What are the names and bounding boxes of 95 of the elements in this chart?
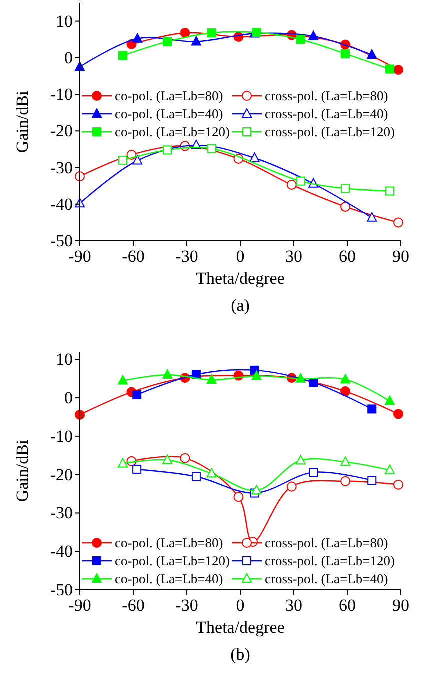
legend-label: co-pol. (La=Lb=80) xyxy=(115,88,224,104)
x-tick-label: 90 xyxy=(392,247,410,266)
x-tick-label: -60 xyxy=(122,247,145,266)
text: (a) xyxy=(231,296,250,315)
point xyxy=(286,180,297,190)
y-tick-label: -40 xyxy=(50,542,73,562)
point xyxy=(385,64,394,74)
point xyxy=(180,28,190,38)
x-tick-label: -30 xyxy=(176,247,198,266)
point xyxy=(207,28,216,38)
point xyxy=(118,375,128,385)
x-tick-label: -30 xyxy=(176,596,198,615)
point xyxy=(341,49,350,58)
legend-label: cross-pol. (La=Lb=40) xyxy=(265,572,388,586)
y-tick-label: 10 xyxy=(56,350,73,370)
point xyxy=(234,492,244,502)
point xyxy=(394,65,404,76)
point xyxy=(296,35,306,44)
point xyxy=(206,374,217,384)
point xyxy=(341,184,350,194)
y-tick-label: 10 xyxy=(56,12,73,31)
x-tick-label: -60 xyxy=(122,596,145,615)
x-tick-label: 60 xyxy=(339,247,356,266)
legend-label: cross-pol. (La=Lb=120) xyxy=(265,124,395,140)
x-tick-label: 0 xyxy=(236,247,245,266)
point xyxy=(163,146,172,155)
legend-label: co-pol. (La=Lb=80) xyxy=(115,536,224,550)
point xyxy=(394,409,404,420)
point xyxy=(394,480,404,490)
point xyxy=(368,476,377,486)
x-tick-label: 30 xyxy=(286,596,302,615)
y-tick-label: 0 xyxy=(64,48,73,68)
point xyxy=(385,186,394,196)
point xyxy=(367,212,378,222)
point xyxy=(180,453,190,464)
point xyxy=(340,374,351,384)
legend-label: cross-pol. (La=Lb=120) xyxy=(265,554,395,568)
y-tick-label: -20 xyxy=(50,465,73,484)
legend-label: co-pol. (La=Lb=120) xyxy=(115,124,230,140)
point xyxy=(296,455,306,465)
x-axis-title: Theta/degree xyxy=(196,269,285,288)
point xyxy=(252,485,262,495)
point xyxy=(340,456,351,466)
point xyxy=(309,468,318,478)
point xyxy=(384,464,395,474)
point xyxy=(394,218,404,228)
y-axis-title: Gain/dBi xyxy=(13,90,32,154)
point xyxy=(162,370,173,380)
point xyxy=(296,176,306,186)
point xyxy=(162,454,173,464)
point xyxy=(118,458,128,468)
y-tick-label: -10 xyxy=(50,426,73,446)
point xyxy=(340,476,351,486)
y-tick-label: -40 xyxy=(50,194,73,214)
point xyxy=(296,373,306,383)
point xyxy=(206,468,217,478)
y-tick-label: -20 xyxy=(50,122,73,141)
legend-label: cross-pol. (La=Lb=40) xyxy=(265,106,388,122)
point xyxy=(340,386,351,397)
legend-label: cross-pol. (La=Lb=80) xyxy=(265,536,388,550)
point xyxy=(340,202,351,212)
legend-label: cross-pol. (La=Lb=80) xyxy=(265,88,388,104)
point xyxy=(192,370,201,380)
point xyxy=(368,404,377,414)
point xyxy=(132,390,142,400)
point xyxy=(163,37,172,46)
legend-label: co-pol. (La=Lb=40) xyxy=(115,106,224,122)
x-tick-label: 90 xyxy=(392,596,410,615)
x-tick-label: 60 xyxy=(339,596,356,615)
y-tick-label: -30 xyxy=(50,158,73,178)
y-tick-label: 0 xyxy=(64,388,73,408)
legend-label: co-pol. (La=Lb=120) xyxy=(115,554,230,568)
y-tick-label: -30 xyxy=(50,504,73,523)
point xyxy=(384,396,395,406)
point xyxy=(250,152,260,162)
text: (b) xyxy=(230,645,250,664)
x-axis-title: Theta/degree xyxy=(196,618,285,637)
x-tick-label: 30 xyxy=(286,247,302,266)
x-tick-label: 0 xyxy=(236,596,245,615)
point xyxy=(252,28,262,38)
point xyxy=(191,36,202,46)
legend-label: co-pol. (La=Lb=40) xyxy=(115,572,224,586)
point xyxy=(207,144,216,154)
point xyxy=(132,155,143,165)
point xyxy=(118,156,128,165)
point xyxy=(192,472,201,482)
point xyxy=(367,49,378,59)
point xyxy=(132,464,142,474)
point xyxy=(308,30,319,40)
point xyxy=(252,370,262,380)
y-axis-title: Gain/dBi xyxy=(13,440,32,502)
point xyxy=(286,482,297,492)
point xyxy=(132,33,143,43)
y-tick-label: -10 xyxy=(50,85,73,104)
point xyxy=(118,51,128,60)
